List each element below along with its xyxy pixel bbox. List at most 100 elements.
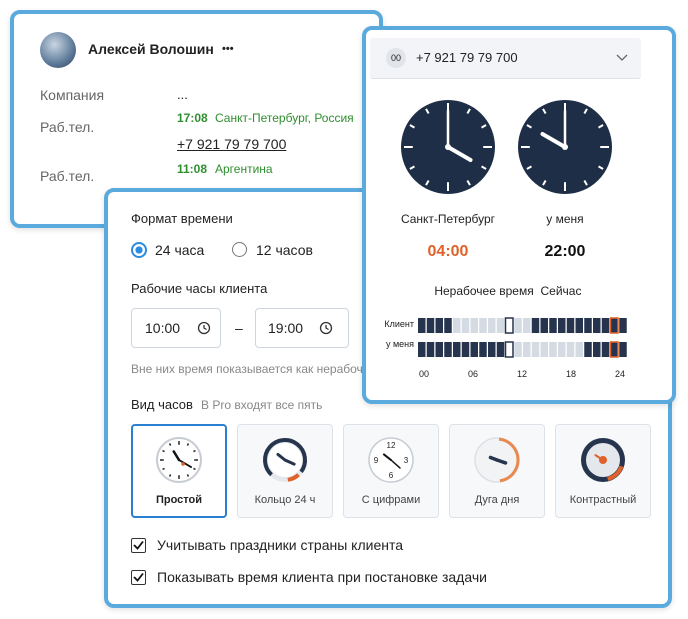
clock-hand bbox=[446, 145, 473, 162]
timeline-cell bbox=[549, 342, 557, 357]
timeline-cell bbox=[584, 342, 592, 357]
checkbox-label[interactable]: Показывать время клиента при постановке … bbox=[157, 569, 487, 585]
axis-label: 06 bbox=[467, 369, 478, 379]
timeline-cell bbox=[435, 318, 443, 333]
radio[interactable] bbox=[232, 242, 247, 257]
axis-label: 12 bbox=[516, 369, 527, 379]
clock-tick bbox=[193, 467, 196, 471]
clock-arc bbox=[498, 437, 520, 483]
timeline-cell bbox=[453, 318, 461, 333]
clock-hand bbox=[382, 453, 392, 461]
clock-time: 04:00 bbox=[427, 243, 469, 260]
axis-label: 18 bbox=[565, 369, 576, 379]
clock-hand bbox=[540, 132, 567, 149]
clock-arc bbox=[607, 465, 624, 481]
time-input[interactable] bbox=[131, 308, 221, 348]
section-label: Вид часов bbox=[131, 397, 193, 412]
section-label: Рабочие часы клиента bbox=[131, 281, 268, 296]
timeline-cell bbox=[479, 318, 487, 333]
timeline-cell bbox=[609, 317, 619, 334]
badge: 00 bbox=[386, 48, 406, 68]
clock-tick bbox=[598, 124, 604, 129]
clock-tick bbox=[168, 474, 172, 477]
phone-number[interactable]: +7 921 79 79 700 bbox=[177, 136, 287, 152]
local-time: 17:08 bbox=[177, 111, 208, 125]
time-input[interactable] bbox=[255, 308, 349, 348]
timeline-cell bbox=[593, 318, 601, 333]
timeline-cell bbox=[593, 342, 601, 357]
timeline-cell bbox=[523, 318, 531, 333]
timeline-cell bbox=[609, 341, 619, 358]
timeline-cell bbox=[426, 318, 435, 333]
clock-center bbox=[445, 144, 451, 150]
hint: Вне них время показывается как нерабочее bbox=[131, 362, 377, 376]
legend-label: Нерабочее время bbox=[434, 284, 534, 298]
legend-label: Сейчас bbox=[540, 284, 582, 298]
timeline-cell bbox=[549, 318, 557, 333]
menu[interactable]: ••• bbox=[222, 43, 234, 55]
clock-numeral: 12 bbox=[387, 441, 396, 450]
timeline-cell bbox=[619, 318, 627, 333]
option-label[interactable]: Кольцо 24 ч bbox=[254, 494, 316, 506]
radio-selected[interactable] bbox=[131, 242, 147, 258]
timeline-cell bbox=[488, 342, 496, 357]
clock-numeral: 9 bbox=[374, 456, 379, 465]
clock-tick bbox=[526, 165, 532, 170]
radio-label[interactable]: 24 часа bbox=[155, 242, 205, 258]
clock-tick bbox=[186, 443, 190, 446]
option-label[interactable]: Простой bbox=[155, 494, 203, 506]
field-label: Компания bbox=[40, 87, 105, 103]
timeline-cell bbox=[470, 318, 478, 333]
clock-tick bbox=[425, 180, 430, 186]
clock-tick bbox=[162, 467, 165, 471]
checkmark bbox=[133, 540, 144, 550]
timeline-cell bbox=[575, 318, 583, 333]
timeline-cell bbox=[531, 342, 540, 357]
radio-label[interactable]: 12 часов bbox=[256, 242, 313, 258]
timeline-cell bbox=[461, 342, 470, 357]
clock-icon bbox=[325, 325, 329, 331]
timeline-cell bbox=[418, 318, 426, 333]
avatar bbox=[40, 32, 76, 68]
time-input-value[interactable]: 19:00 bbox=[268, 320, 304, 336]
timeline-cell bbox=[558, 342, 566, 357]
checkbox-label[interactable]: Учитывать праздники страны клиента bbox=[157, 537, 403, 553]
time-input-value[interactable]: 10:00 bbox=[145, 320, 181, 336]
clock-hand bbox=[172, 450, 181, 462]
clock-tick bbox=[193, 449, 196, 453]
option-label[interactable]: Контрастный bbox=[569, 494, 637, 506]
clock-tick bbox=[186, 474, 190, 477]
dropdown-phone[interactable]: +7 921 79 79 700 bbox=[416, 50, 518, 65]
clock-icon bbox=[319, 321, 333, 335]
local-time: 11:08 bbox=[177, 162, 208, 176]
clock-hand bbox=[390, 459, 401, 469]
clock-tick bbox=[425, 108, 430, 114]
timeline-cell bbox=[523, 342, 531, 357]
timeline-cell bbox=[601, 318, 610, 333]
timeline-cell bbox=[496, 342, 505, 357]
timeline-cell bbox=[566, 318, 575, 333]
axis-label: 00 bbox=[418, 369, 429, 379]
timeline-cell bbox=[426, 342, 435, 357]
clock-hand bbox=[283, 458, 296, 466]
timeline-cell bbox=[558, 318, 566, 333]
timeline-cell bbox=[584, 318, 592, 333]
timeline-cell bbox=[601, 342, 610, 357]
clock-tick bbox=[526, 124, 532, 129]
separator: – bbox=[235, 320, 243, 336]
timeline-cell bbox=[435, 342, 443, 357]
phone-dropdown[interactable] bbox=[370, 38, 641, 79]
timeline-cell bbox=[504, 341, 514, 358]
timeline-cell bbox=[461, 318, 470, 333]
clock-tick bbox=[409, 165, 415, 170]
option-label[interactable]: С цифрами bbox=[361, 494, 421, 506]
timeline-cell bbox=[496, 318, 505, 333]
clock-tick bbox=[466, 180, 471, 186]
clock-tick bbox=[162, 449, 165, 453]
note: В Pro входят все пять bbox=[201, 398, 323, 412]
location: Санкт-Петербург, Россия bbox=[215, 111, 354, 125]
option-label[interactable]: Дуга дня bbox=[474, 494, 520, 506]
timeline-cell bbox=[566, 342, 575, 357]
